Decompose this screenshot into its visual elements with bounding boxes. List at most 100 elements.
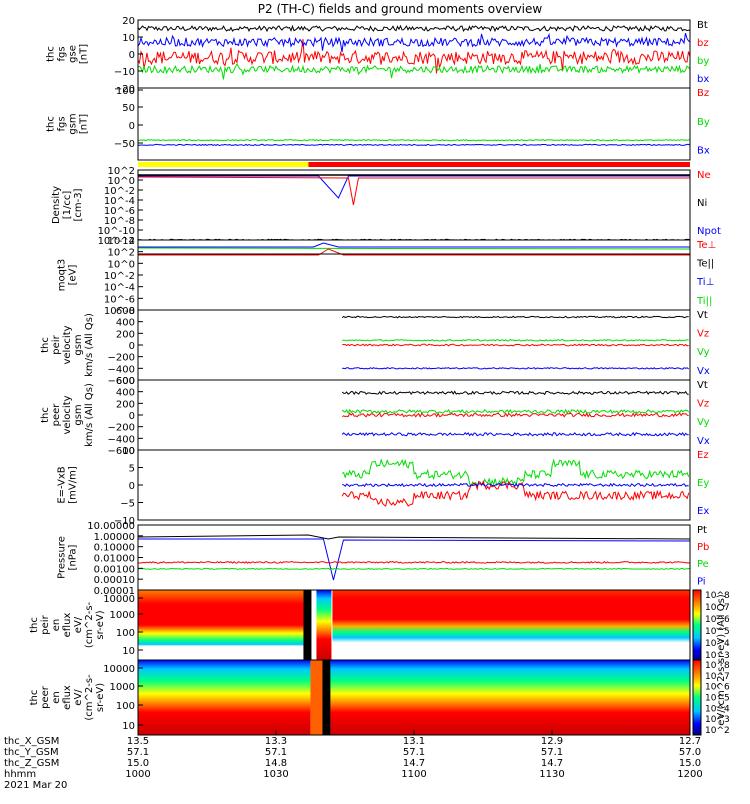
panel-temperature <box>137 242 691 256</box>
x-axis-row-label: 2021 Mar 20 <box>4 780 67 791</box>
series-Pb <box>137 560 691 564</box>
y-axis-label: gsm <box>68 113 79 134</box>
x-tick-label: 14.8 <box>265 758 287 769</box>
legend-Vx: Vx <box>697 436 710 447</box>
y-tick-label: 10 <box>122 646 135 657</box>
series-Ez <box>341 479 690 507</box>
y-tick-label: 0.10000 <box>94 543 135 554</box>
y-tick-label: 1000 <box>110 610 135 621</box>
legend-by: by <box>697 56 709 67</box>
y-axis-label: [nPa] <box>68 544 79 570</box>
x-tick-label: 57.1 <box>265 747 287 758</box>
y-axis-label: Pressure <box>57 536 68 579</box>
panel-fgs-gsm-frame <box>137 87 691 161</box>
y-tick-label: 10^2 <box>108 248 135 259</box>
y-tick-label: 10.00000 <box>87 521 135 532</box>
panel-temperature-frame <box>137 239 691 311</box>
y-tick-label: 10^-6 <box>104 294 135 305</box>
legend-By: By <box>697 117 710 128</box>
y-axis-label: peer <box>51 403 62 427</box>
y-tick-label: −50 <box>114 139 135 150</box>
y-tick-label: −600 <box>108 446 135 457</box>
series-bx <box>137 32 691 53</box>
legend-Ez: Ez <box>697 450 709 461</box>
y-axis-label: sr-eV) <box>95 683 106 712</box>
y-tick-label: 0.00100 <box>94 564 135 575</box>
panel-peer-velocity <box>341 390 689 437</box>
y-axis-label: [nT] <box>79 44 90 64</box>
y-axis-label: eflux <box>62 613 73 638</box>
x-axis-row-label: thc_Y_GSM <box>4 747 59 758</box>
y-axis-label: E=-VxB <box>57 466 68 503</box>
y-tick-label: 0 <box>129 481 135 492</box>
colorbar-tick-label: 10^3 <box>705 651 730 661</box>
y-axis-label: gsm <box>73 334 84 355</box>
y-tick-label: 10000 <box>103 594 135 605</box>
y-tick-label: 10^-12 <box>98 236 135 247</box>
colorbar-tick-label: 10^2 <box>705 726 730 736</box>
series-Vz <box>341 412 689 418</box>
legend-Ti||: Ti|| <box>696 296 712 307</box>
colorbar-tick-label: 10^6 <box>705 615 730 625</box>
legend-Pt: Pt <box>697 525 707 536</box>
legend-Vy: Vy <box>697 347 710 358</box>
y-tick-label: −10 <box>114 516 135 527</box>
legend-Vz: Vz <box>697 329 709 340</box>
y-tick-label: 20 <box>122 16 135 27</box>
y-tick-label: 10 <box>122 33 135 44</box>
panel-peir-eflux <box>138 590 690 660</box>
legend-Vx: Vx <box>697 366 710 377</box>
y-axis-label: gsm <box>73 404 84 425</box>
series-Ey <box>341 458 690 488</box>
x-tick-label: 57.1 <box>127 747 149 758</box>
colorbar-tick-label: 10^3 <box>705 715 730 725</box>
y-tick-label: 10^-8 <box>104 216 135 227</box>
y-tick-label: −600 <box>108 376 135 387</box>
series-Vt <box>341 315 689 319</box>
y-axis-label: Density <box>51 186 62 224</box>
x-tick-label: 15.0 <box>679 758 701 769</box>
series-Bt <box>137 24 691 33</box>
y-axis-label: fgs <box>57 46 68 61</box>
y-tick-label: −10 <box>114 67 135 78</box>
y-axis-label: velocity <box>62 395 73 434</box>
legend-Npot: Npot <box>697 226 721 237</box>
series-Ti⊥ <box>138 242 690 248</box>
pressure-ylabel: Pressure [nPa] <box>57 536 79 579</box>
y-tick-label: 0.00010 <box>94 575 135 586</box>
y-axis-label: [nT] <box>79 114 90 134</box>
y-tick-label: 600 <box>116 306 135 317</box>
y-tick-label: 0 <box>129 341 135 352</box>
colorbar-label: eV/(cm^2-s-sr-eV) (All Qs) <box>716 594 727 726</box>
legend-Ne: Ne <box>697 170 711 181</box>
panel-peer-eflux <box>138 660 690 735</box>
panel-efield <box>341 458 690 507</box>
peir-velocity-ylabel: thc peir velocity gsm km/s (All Qs) <box>40 313 95 377</box>
mode-bar-fast <box>308 162 690 167</box>
y-tick-label: 1000 <box>110 682 135 693</box>
x-tick-label: 1100 <box>401 769 426 780</box>
series-Vz <box>342 343 689 347</box>
y-tick-label: 600 <box>116 376 135 387</box>
legend-Ni: Ni <box>697 198 707 209</box>
legend-Vt: Vt <box>697 310 708 321</box>
x-tick-label: 14.7 <box>541 758 563 769</box>
y-axis-label: [cm-3] <box>73 188 84 221</box>
y-tick-label: −400 <box>108 434 135 445</box>
y-tick-label: −200 <box>108 423 135 434</box>
panel-peir-velocity <box>341 315 690 370</box>
y-axis-label: sr-eV) <box>95 610 106 639</box>
y-axis-label: en <box>51 619 62 632</box>
colorbar-tick-label: 10^5 <box>705 694 730 704</box>
y-axis-label: eV/ <box>73 689 84 706</box>
y-axis-label: thc <box>29 617 40 633</box>
series-Vy <box>342 339 689 342</box>
peir-eflux-ylabel: thc peir en eflux eV/(cm^2-s-sr-eV) <box>29 601 106 648</box>
series-Vy <box>341 408 689 415</box>
panel-pressure <box>137 534 691 581</box>
colorbar-tick-label: 10^6 <box>705 683 730 693</box>
y-axis-label: [1/cc] <box>62 191 73 220</box>
y-tick-label: 0.01000 <box>94 554 135 565</box>
fgs-gsm-ylabel: thc fgs gsm [nT] <box>46 113 90 134</box>
x-tick-label: 57.1 <box>541 747 563 758</box>
